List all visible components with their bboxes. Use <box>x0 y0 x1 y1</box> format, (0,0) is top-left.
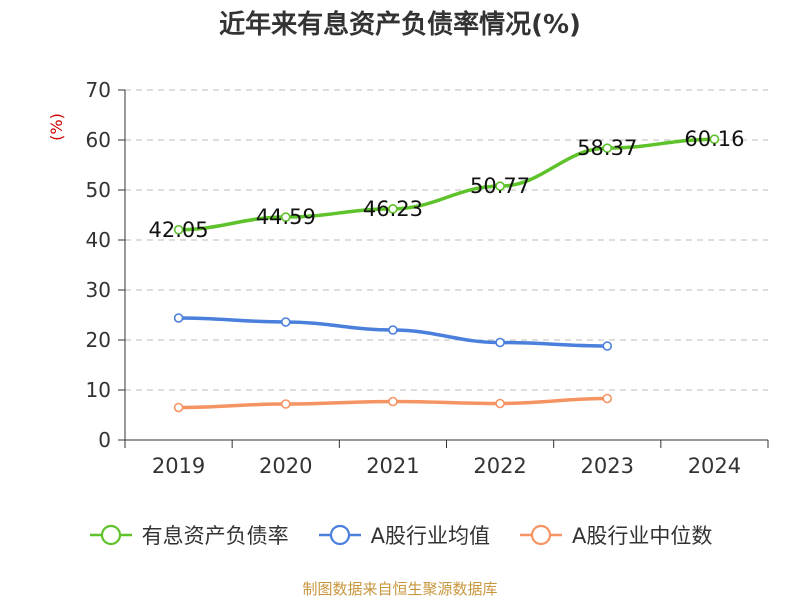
y-axis-unit: (%) <box>47 113 66 141</box>
data-label: 58.37 <box>577 136 637 160</box>
x-tick-label: 2024 <box>688 454 741 478</box>
y-tick-label: 50 <box>86 178 111 202</box>
legend: 有息资产负债率 A股行业均值 A股行业中位数 <box>0 520 800 550</box>
x-tick-label: 2023 <box>581 454 634 478</box>
legend-marker-icon <box>89 524 132 546</box>
data-point <box>280 317 291 327</box>
y-tick-label: 40 <box>86 228 111 252</box>
data-label: 46.23 <box>363 197 423 221</box>
x-tick-label: 2022 <box>473 454 526 478</box>
data-point <box>280 399 291 409</box>
legend-label: A股行业均值 <box>370 524 490 548</box>
data-label: 42.05 <box>149 218 209 242</box>
series-line <box>176 137 717 232</box>
y-tick-label: 60 <box>86 128 111 152</box>
data-label: 60.16 <box>684 127 744 151</box>
legend-item[interactable]: 有息资产负债率 <box>88 520 289 550</box>
data-point <box>173 313 184 323</box>
data-point <box>173 224 184 235</box>
data-point <box>495 398 505 409</box>
legend-item[interactable]: A股行业中位数 <box>518 520 712 550</box>
x-tick-label: 2021 <box>366 454 419 478</box>
data-point <box>173 402 184 413</box>
data-point <box>280 212 291 222</box>
chart-title: 近年来有息资产负债率情况(%) <box>219 10 581 40</box>
y-tick-label: 10 <box>86 378 111 402</box>
data-point <box>709 134 720 144</box>
data-point <box>602 143 613 153</box>
y-tick-label: 20 <box>86 328 111 352</box>
data-point <box>388 396 398 407</box>
x-tick-label: 2019 <box>152 454 205 478</box>
legend-marker-icon <box>318 524 361 546</box>
y-tick-label: 30 <box>86 278 111 302</box>
y-tick-label: 70 <box>86 78 111 102</box>
data-point <box>495 181 505 191</box>
legend-item[interactable]: A股行业均值 <box>317 520 490 550</box>
y-tick-label: 0 <box>98 428 111 452</box>
data-point <box>388 325 398 335</box>
data-point <box>495 337 505 348</box>
data-point <box>602 341 613 351</box>
source-note: 制图数据来自恒生聚源数据库 <box>302 580 498 598</box>
legend-label: A股行业中位数 <box>572 524 713 548</box>
x-tick-label: 2020 <box>259 454 312 478</box>
legend-marker-icon <box>520 524 562 546</box>
data-point <box>388 204 398 214</box>
data-label: 50.77 <box>470 174 530 198</box>
data-point <box>602 393 613 404</box>
data-label: 44.59 <box>256 205 316 229</box>
legend-label: 有息资产负债率 <box>141 524 289 548</box>
